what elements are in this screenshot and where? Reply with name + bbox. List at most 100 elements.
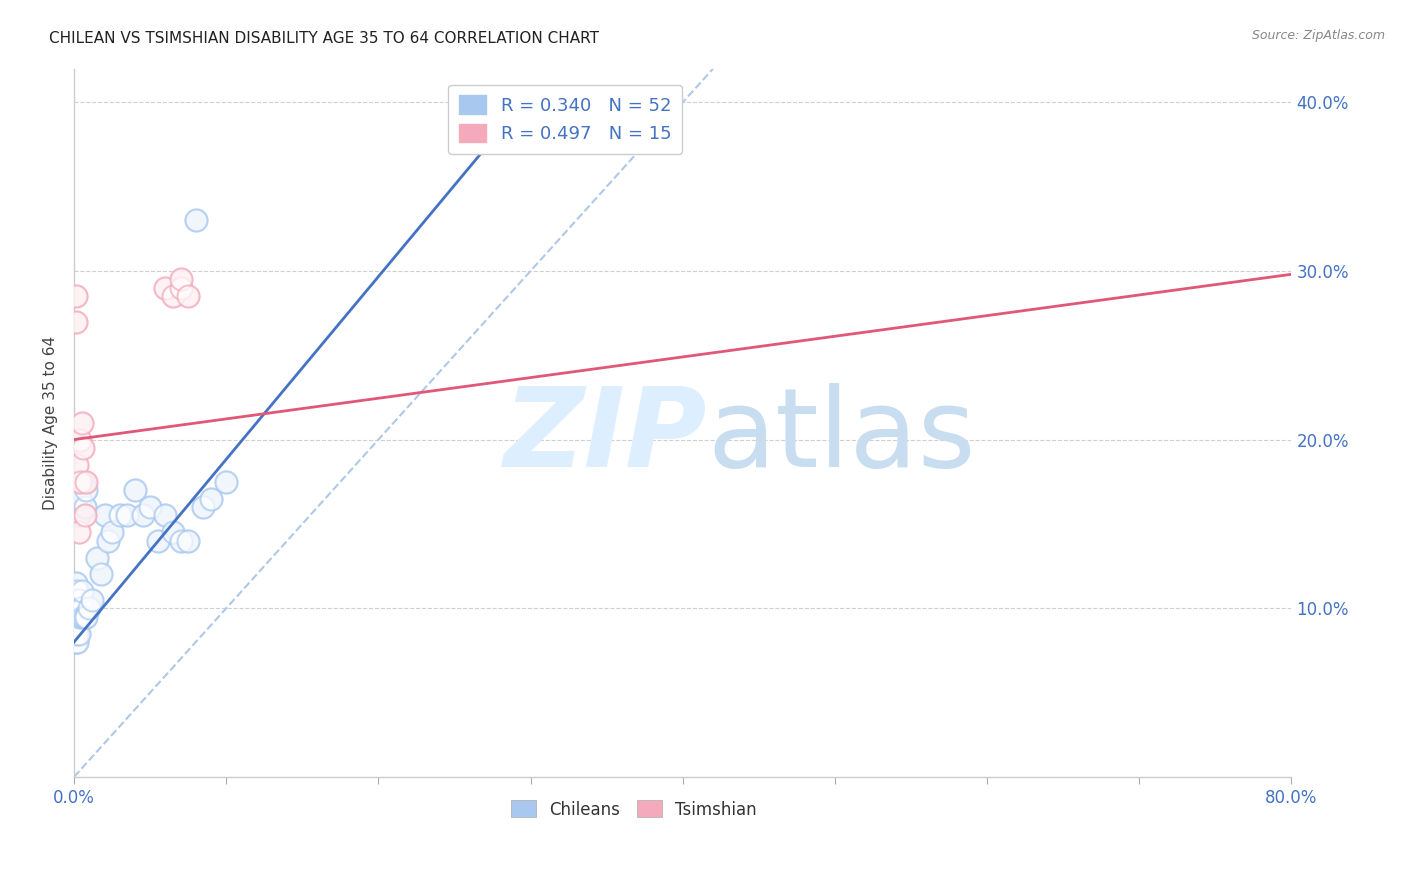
Point (65, 592, 87, 607)
Point (169, 272, 191, 286)
Point (70, 416, 93, 430)
Point (177, 289, 200, 303)
Point (108, 508, 131, 523)
Point (82, 592, 104, 607)
Point (146, 533, 169, 548)
Point (65, 289, 87, 303)
Point (93, 508, 115, 523)
Point (67, 626, 90, 640)
Point (82, 592, 104, 607)
Text: atlas: atlas (707, 384, 976, 491)
Point (66, 584, 89, 599)
Point (69, 601, 91, 615)
Point (90, 567, 112, 582)
Point (73, 500, 96, 514)
Point (215, 475, 238, 489)
Point (65, 601, 87, 615)
Point (66, 609, 89, 624)
Point (66, 609, 89, 624)
Point (69, 433, 91, 447)
Point (73, 609, 96, 624)
Point (70, 416, 93, 430)
Point (162, 525, 184, 540)
Point (108, 508, 131, 523)
Point (67, 525, 90, 540)
Point (169, 281, 191, 295)
Point (65, 609, 87, 624)
Point (155, 508, 177, 523)
Point (75, 609, 97, 624)
Point (75, 609, 97, 624)
Point (162, 289, 184, 303)
Point (117, 508, 139, 523)
Point (101, 525, 124, 540)
Point (67, 626, 90, 640)
Point (93, 508, 115, 523)
Text: ZIP: ZIP (503, 384, 707, 491)
Point (67, 601, 90, 615)
Point (73, 500, 96, 514)
Point (86, 550, 108, 565)
Point (117, 508, 139, 523)
Point (72, 475, 94, 489)
Y-axis label: Disability Age 35 to 64: Disability Age 35 to 64 (44, 335, 58, 509)
Point (69, 491, 91, 506)
Point (139, 500, 162, 514)
Point (65, 314, 87, 328)
Point (66, 458, 89, 472)
Point (65, 618, 87, 632)
Point (65, 609, 87, 624)
Point (124, 483, 146, 498)
Point (124, 483, 146, 498)
Point (66, 592, 89, 607)
Point (131, 508, 153, 523)
Point (97, 533, 120, 548)
Point (70, 601, 93, 615)
Point (169, 533, 191, 548)
Point (66, 592, 89, 607)
Point (177, 533, 200, 548)
Point (70, 601, 93, 615)
Point (193, 500, 215, 514)
Point (65, 618, 87, 632)
Point (69, 475, 91, 489)
Point (75, 483, 97, 498)
Point (65, 584, 87, 599)
Point (72, 441, 94, 455)
Point (75, 475, 97, 489)
Point (155, 281, 177, 295)
Point (65, 635, 87, 649)
Point (146, 533, 169, 548)
Point (162, 525, 184, 540)
Point (200, 491, 222, 506)
Point (72, 609, 94, 624)
Legend: Chileans, Tsimshian: Chileans, Tsimshian (505, 794, 763, 825)
Point (75, 483, 97, 498)
Point (70, 584, 93, 599)
Point (70, 584, 93, 599)
Point (65, 289, 87, 303)
Text: CHILEAN VS TSIMSHIAN DISABILITY AGE 35 TO 64 CORRELATION CHART: CHILEAN VS TSIMSHIAN DISABILITY AGE 35 T… (49, 31, 599, 46)
Point (66, 601, 89, 615)
Point (66, 626, 89, 640)
Point (67, 508, 90, 523)
Point (72, 475, 94, 489)
Point (73, 508, 96, 523)
Point (200, 491, 222, 506)
Point (177, 289, 200, 303)
Point (101, 525, 124, 540)
Point (90, 567, 112, 582)
Point (69, 491, 91, 506)
Point (184, 213, 207, 227)
Point (65, 601, 87, 615)
Point (155, 508, 177, 523)
Point (67, 592, 90, 607)
Point (65, 626, 87, 640)
Point (215, 475, 238, 489)
Point (169, 281, 191, 295)
Point (65, 575, 87, 590)
Point (69, 609, 91, 624)
Point (169, 272, 191, 286)
Point (79, 601, 101, 615)
Point (79, 601, 101, 615)
